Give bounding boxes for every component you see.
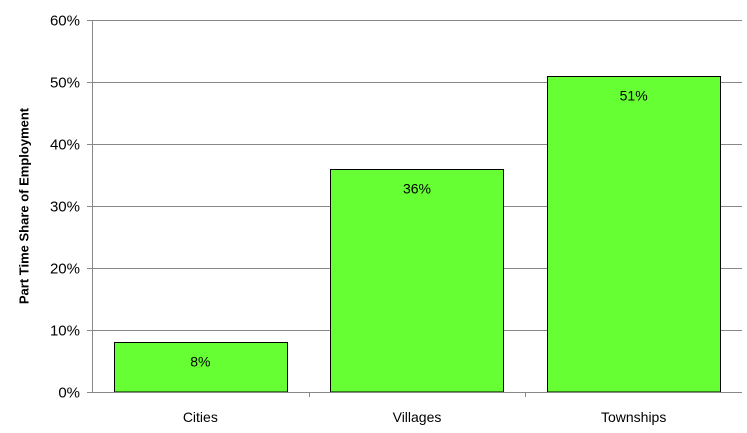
y-tick-label: 10% [50,323,80,340]
data-label-townships: 51% [620,88,648,104]
bar-townships [547,76,721,393]
data-labels: 8% 36% 51% [190,88,647,370]
y-tick-label: 30% [50,199,80,216]
y-tick-label: 20% [50,261,80,278]
data-label-cities: 8% [190,354,210,370]
y-tick-label: 50% [50,75,80,92]
y-tick-label: 60% [50,13,80,30]
x-tick-label: Cities [183,409,218,425]
bars [114,76,721,393]
x-tick-label: Townships [601,409,666,425]
x-tick-label: Villages [393,409,442,425]
y-tick-label: 0% [58,385,80,402]
y-axis-title: Part Time Share of Employment [17,107,32,304]
axes [87,20,742,397]
y-tick-labels: 0% 10% 20% 30% 40% 50% 60% [50,13,80,402]
y-tick-label: 40% [50,137,80,154]
bar-villages [330,169,504,393]
data-label-villages: 36% [403,181,431,197]
x-tick-labels: Cities Villages Townships [183,409,667,425]
